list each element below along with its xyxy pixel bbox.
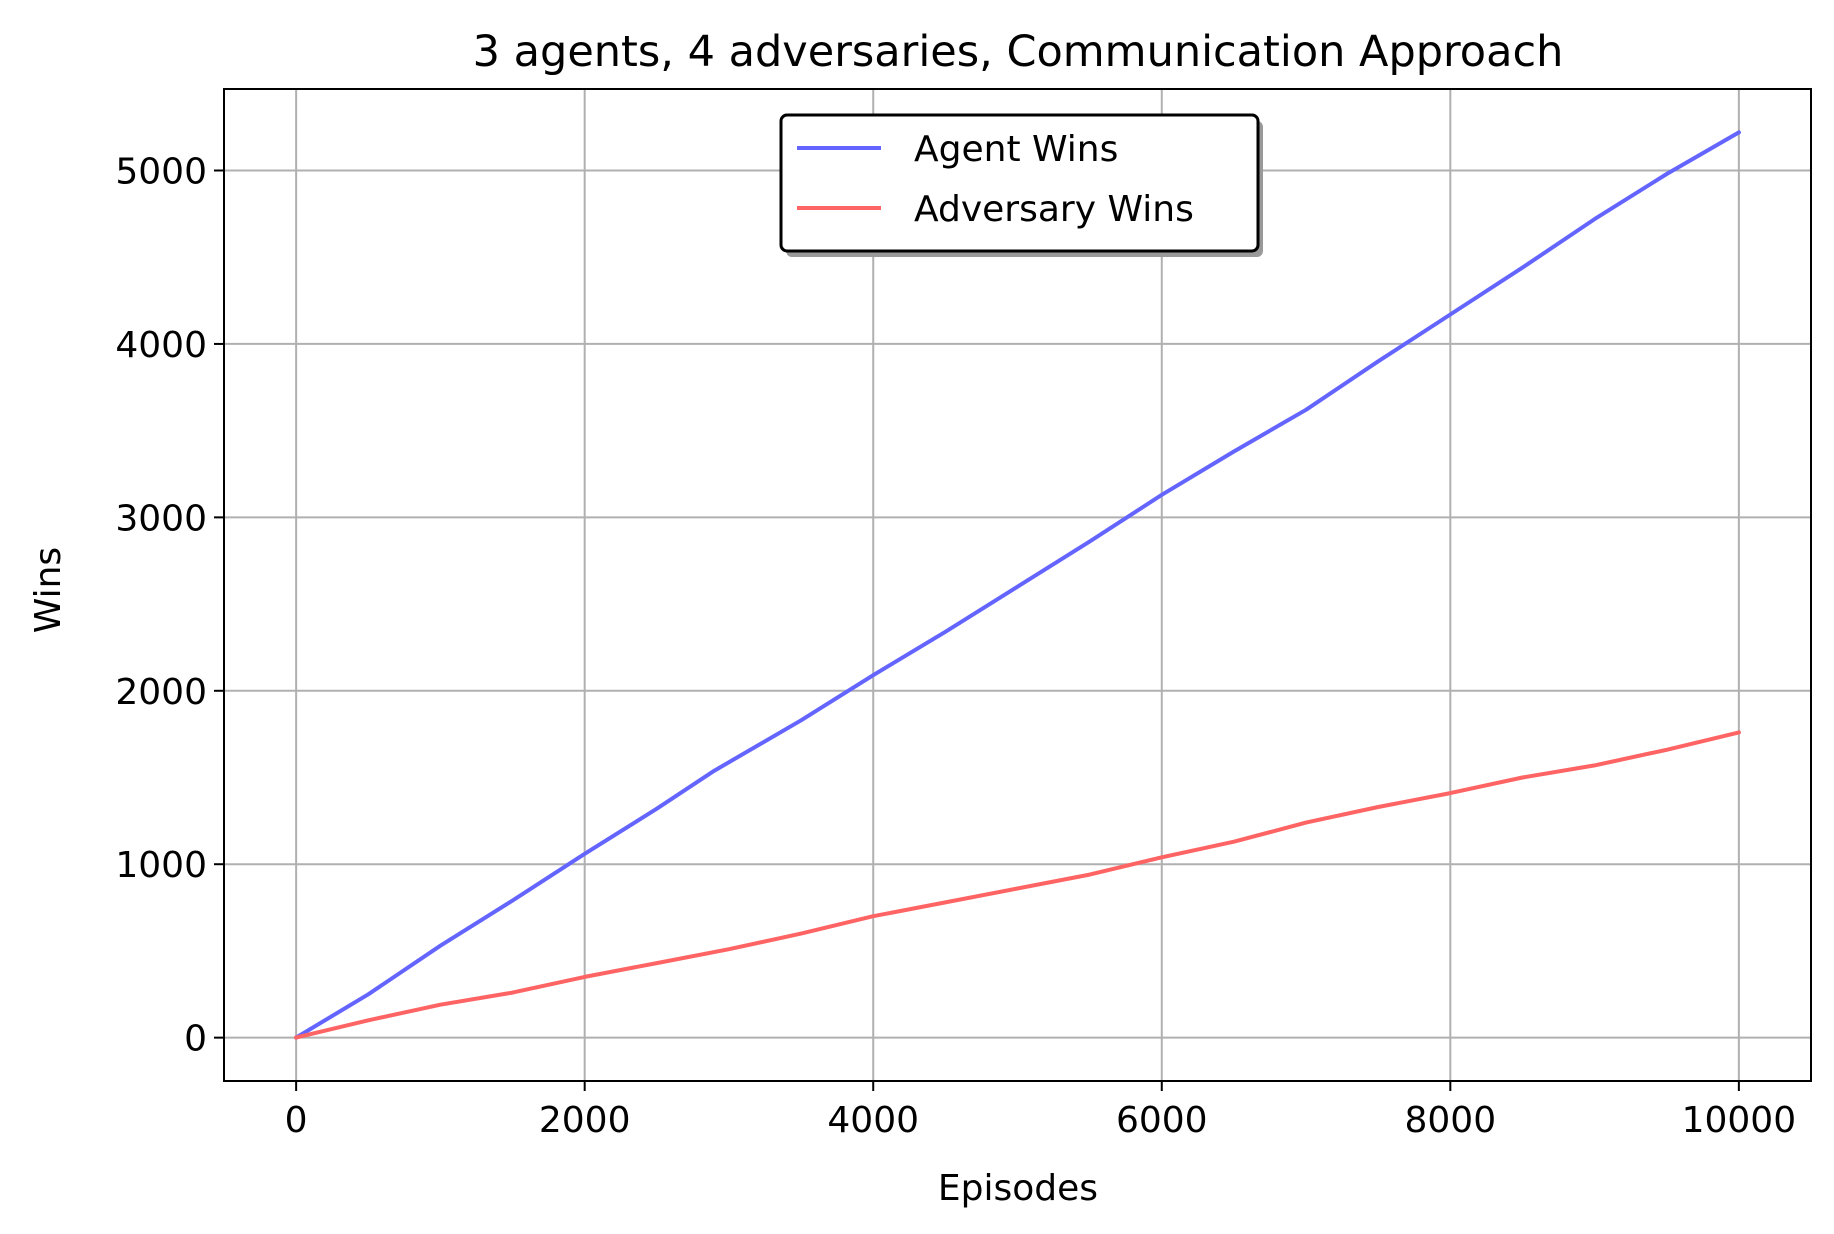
plot-frame	[223, 88, 1812, 1082]
x-tick-label: 2000	[539, 1100, 631, 1141]
y-tick-label: 0	[184, 1019, 207, 1060]
y-tick-label: 4000	[115, 325, 207, 366]
legend-label-adversary-wins: Adversary Wins	[914, 189, 1194, 230]
legend-label-agent-wins: Agent Wins	[914, 129, 1118, 170]
series-line-agent-wins	[294, 130, 1741, 1040]
y-tick-label: 3000	[115, 498, 207, 539]
legend-box	[779, 113, 1260, 253]
x-tick-label: 10000	[1682, 1100, 1797, 1141]
y-axis-label: Wins	[28, 547, 69, 633]
series-line-adversary-wins	[294, 730, 1741, 1040]
x-axis-label: Episodes	[938, 1168, 1098, 1209]
series-lines	[294, 130, 1741, 1040]
x-tick-label: 4000	[827, 1100, 919, 1141]
y-tick-label: 5000	[115, 152, 207, 193]
ticks: 0 2000 4000 6000 8000 10000 0 1000 2000 3000 4000 5…	[115, 152, 1796, 1141]
y-tick-label: 1000	[115, 845, 207, 886]
chart-title: 3 agents, 4 adversaries, Communication A…	[473, 27, 1564, 77]
legend: Agent Wins Adversary Wins	[779, 113, 1263, 257]
x-tick-label: 8000	[1405, 1100, 1497, 1141]
y-tick-label: 2000	[115, 672, 207, 713]
x-tick-label: 0	[285, 1100, 308, 1141]
x-tick-label: 6000	[1116, 1100, 1208, 1141]
